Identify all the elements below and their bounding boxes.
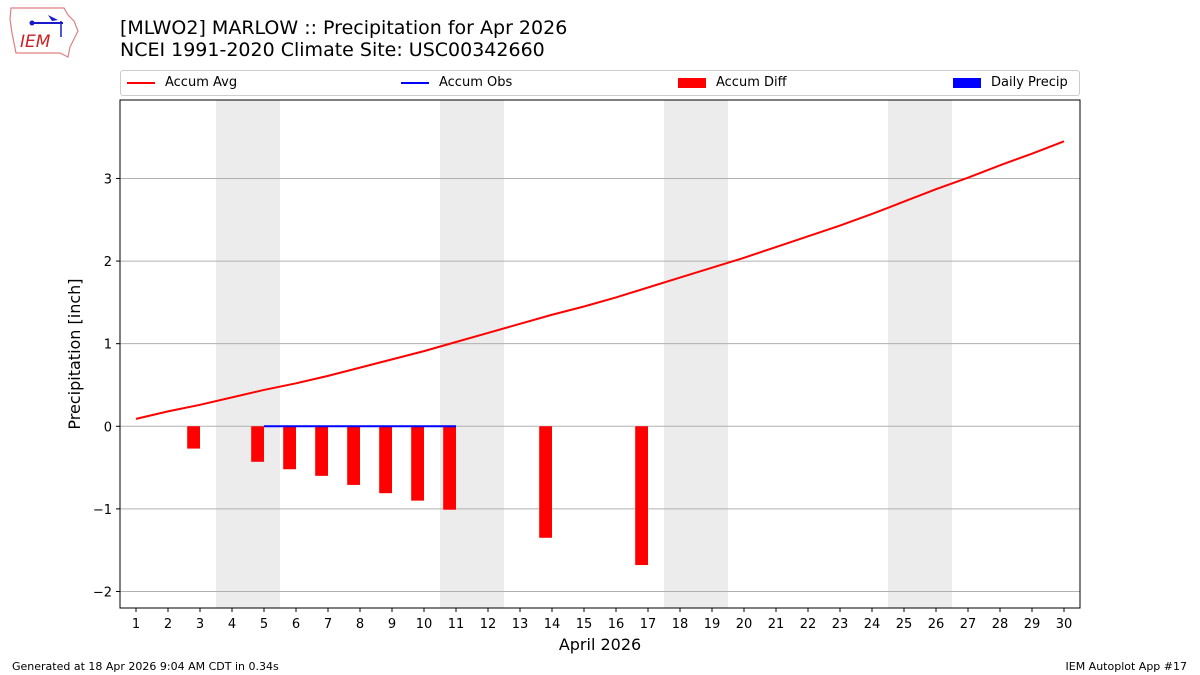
svg-text:IEM: IEM [20, 32, 51, 52]
y-tick-label: 3 [104, 172, 112, 187]
legend-swatch-bar [678, 77, 706, 88]
y-tick-label: −1 [93, 503, 112, 518]
x-tick-label: 19 [704, 617, 721, 632]
x-tick-label: 4 [228, 617, 236, 632]
accum-diff-bar [283, 426, 296, 470]
accum-diff-bar [347, 426, 360, 485]
y-tick-label: −2 [93, 585, 112, 600]
x-tick-label: 24 [864, 617, 881, 632]
accum-diff-bar [379, 426, 392, 494]
x-tick-label: 5 [260, 617, 268, 632]
x-tick-label: 18 [672, 617, 689, 632]
x-tick-label: 13 [512, 617, 529, 632]
footer-generated: Generated at 18 Apr 2026 9:04 AM CDT in … [12, 660, 279, 673]
accum-diff-bar [315, 426, 328, 476]
x-tick-label: 9 [388, 617, 396, 632]
x-tick-label: 3 [196, 617, 204, 632]
plot-frame [119, 99, 1081, 609]
y-tick-label: 0 [104, 420, 112, 435]
chart-title: [MLWO2] MARLOW :: Precipitation for Apr … [120, 17, 568, 39]
x-tick-label: 20 [736, 617, 753, 632]
chart-subtitle: NCEI 1991-2020 Climate Site: USC00342660 [120, 39, 545, 61]
x-tick-label: 11 [448, 617, 465, 632]
legend-item-accum-avg: Accum Avg [127, 75, 237, 90]
legend-label: Accum Obs [439, 75, 513, 90]
legend-label: Daily Precip [991, 75, 1068, 90]
accum-avg-line [135, 140, 1065, 420]
x-tick-label: 10 [416, 617, 433, 632]
x-tick-label: 2 [164, 617, 172, 632]
accum-diff-bar [443, 426, 456, 510]
x-tick-label: 25 [896, 617, 913, 632]
accum-diff-bar [411, 426, 424, 501]
weekend-shade [664, 100, 728, 608]
accum-diff-bar [635, 426, 648, 566]
x-tick-label: 23 [832, 617, 849, 632]
weekend-shade [216, 100, 280, 608]
legend-swatch-bar [953, 77, 981, 88]
x-tick-label: 29 [1024, 617, 1041, 632]
legend-swatch-line [401, 81, 429, 84]
x-tick-label: 15 [576, 617, 593, 632]
legend-item-daily-precip: Daily Precip [953, 75, 1068, 90]
x-tick-label: 1 [132, 617, 140, 632]
legend-item-accum-obs: Accum Obs [401, 75, 512, 90]
footer-app: IEM Autoplot App #17 [1065, 660, 1188, 673]
x-tick-label: 16 [608, 617, 625, 632]
x-tick-label: 30 [1056, 617, 1073, 632]
y-tick-label: 1 [104, 338, 112, 353]
x-tick-label: 22 [800, 617, 817, 632]
legend-label: Accum Avg [165, 75, 238, 90]
accum-diff-bar [251, 426, 264, 462]
x-tick-label: 28 [992, 617, 1009, 632]
legend-swatch-line [127, 81, 155, 84]
x-tick-label: 17 [640, 617, 657, 632]
x-tick-label: 8 [356, 617, 364, 632]
weekend-shade [440, 100, 504, 608]
y-tick-label: 2 [104, 255, 112, 270]
x-tick-label: 12 [480, 617, 497, 632]
iem-logo: IEM [9, 7, 79, 58]
x-axis-label: April 2026 [559, 635, 641, 654]
x-tick-label: 14 [544, 617, 561, 632]
x-tick-label: 21 [768, 617, 785, 632]
accum-diff-bar [187, 426, 200, 449]
legend-item-accum-diff: Accum Diff [678, 75, 787, 90]
legend-label: Accum Diff [716, 75, 787, 90]
accum-diff-bar [539, 426, 552, 538]
x-tick-label: 6 [292, 617, 300, 632]
x-tick-label: 7 [324, 617, 332, 632]
x-tick-label: 27 [960, 617, 977, 632]
x-tick-label: 26 [928, 617, 945, 632]
legend: Accum Avg Accum Obs Accum Diff Daily Pre… [120, 70, 1080, 96]
weekend-shade [888, 100, 952, 608]
y-axis-label: Precipitation [inch] [65, 278, 84, 429]
